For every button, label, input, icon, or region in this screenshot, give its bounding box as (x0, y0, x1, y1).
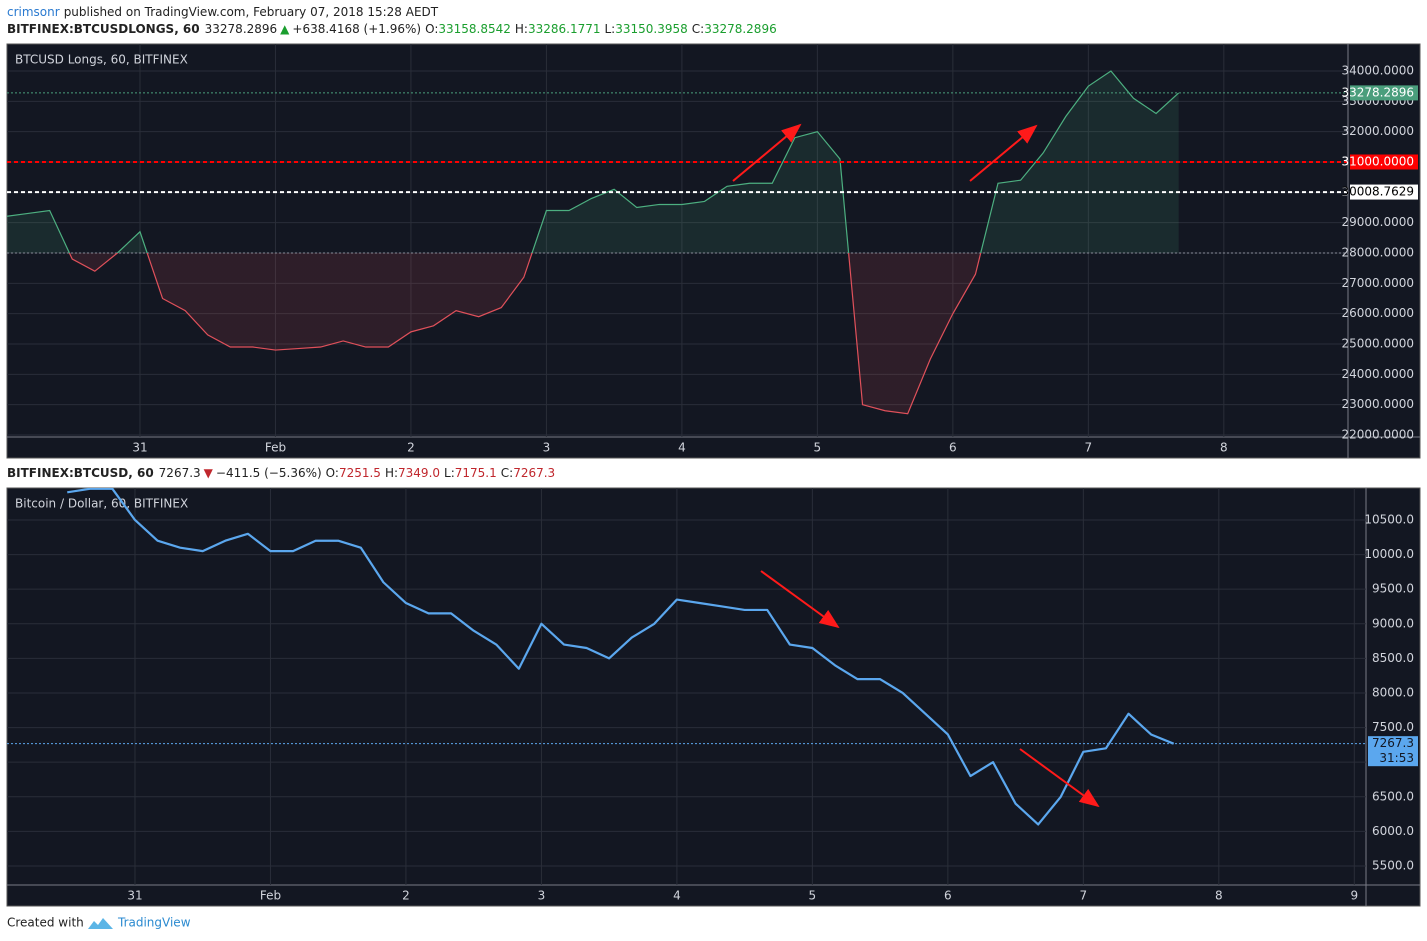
annotations (732, 123, 1100, 808)
x-tick-label: 8 (1215, 889, 1223, 903)
ohlc-value: 7251.5 (339, 466, 381, 480)
ohlc-value: 7175.1 (455, 466, 497, 480)
y-tick-label: 8500.0 (1372, 651, 1414, 665)
last-value: 33278.2896 (205, 22, 278, 36)
y-tick-label: 34000.0000 (1341, 63, 1414, 77)
y-tick-label: 32000.0000 (1341, 124, 1414, 138)
symbol-header: BITFINEX:BTCUSD, 60 7267.3 ▼ −411.5 (−5.36%… (7, 466, 555, 480)
x-tick-label: 9 (1350, 889, 1358, 903)
published: published on TradingView.com, February 0… (64, 5, 439, 19)
price-label: 7267.3 (1372, 736, 1414, 750)
x-tick-label: 4 (673, 889, 681, 903)
y-tick-label: 7500.0 (1372, 720, 1414, 734)
direction-icon: ▲ (280, 22, 290, 36)
series (7, 70, 1348, 415)
countdown: 31:53 (1379, 751, 1414, 765)
ohlc-label: H: (515, 22, 528, 36)
ohlc-value: 7349.0 (398, 466, 440, 480)
x-tick-label: Feb (265, 441, 286, 455)
price-label-box (1350, 85, 1418, 101)
footer-brand[interactable]: TradingView (117, 916, 191, 930)
x-tick-label: 4 (678, 441, 686, 455)
ohlc-label: L: (444, 466, 455, 480)
arrow (760, 570, 840, 629)
pane-title: Bitcoin / Dollar, 60, BITFINEX (15, 497, 188, 511)
ohlc-label: C: (692, 22, 704, 36)
y-tick-label: 23000.0000 (1341, 397, 1414, 411)
y-tick-label: 22000.0000 (1341, 427, 1414, 441)
change: −411.5 (−5.36%) (216, 466, 322, 480)
pane-title: BTCUSD Longs, 60, BITFINEX (15, 53, 188, 67)
x-tick-label: 5 (814, 441, 822, 455)
x-tick-label: 31 (132, 441, 147, 455)
ohlc-label: C: (501, 466, 513, 480)
series (67, 488, 1175, 826)
x-tick-label: 6 (949, 441, 957, 455)
y-tick-label: 8000.0 (1372, 685, 1414, 699)
x-tick-label: 2 (402, 889, 410, 903)
series-line (7, 70, 1180, 415)
x-tick-label: 7 (1080, 889, 1088, 903)
y-tick-label: 10000.0 (1364, 547, 1414, 561)
direction-icon: ▼ (204, 466, 214, 480)
y-tick-label: 28000.0000 (1341, 245, 1414, 259)
arrow (969, 124, 1038, 182)
x-tick-label: 2 (407, 441, 415, 455)
symbol: BITFINEX:BTCUSDLONGS, 60 (7, 22, 200, 36)
price-label: 31000.0000 (1341, 154, 1414, 168)
price-label: 30008.7629 (1341, 185, 1414, 199)
ohlc-label: L: (605, 22, 616, 36)
series-line (67, 488, 1175, 826)
area-fill (7, 70, 1179, 414)
x-tick-label: 8 (1220, 441, 1228, 455)
y-tick-label: 6000.0 (1372, 824, 1414, 838)
ohlc-label: H: (385, 466, 398, 480)
ohlc-label: O: (425, 22, 438, 36)
x-tick-label: 3 (543, 441, 551, 455)
x-tick-label: 5 (809, 889, 817, 903)
ohlc-value: 33150.3958 (615, 22, 688, 36)
price-label-box (1350, 184, 1418, 200)
x-tick-label: Feb (260, 889, 281, 903)
symbol-header: BITFINEX:BTCUSDLONGS, 60 33278.2896 ▲ +638.… (7, 22, 777, 36)
last-value: 7267.3 (159, 466, 201, 480)
logo (88, 918, 113, 929)
arrow (1019, 748, 1100, 808)
ohlc-value: 33286.1771 (528, 22, 601, 36)
y-tick-label: 24000.0000 (1341, 367, 1414, 381)
y-tick-label: 27000.0000 (1341, 276, 1414, 290)
y-tick-label: 5500.0 (1372, 858, 1414, 872)
arrow (732, 123, 802, 182)
change: +638.4168 (+1.96%) (292, 22, 421, 36)
y-tick-label: 25000.0000 (1341, 336, 1414, 350)
x-tick-label: 3 (538, 889, 546, 903)
y-tick-label: 10500.0 (1364, 512, 1414, 526)
author: crimsonr (7, 5, 60, 19)
price-label: 33278.2896 (1341, 85, 1414, 99)
y-tick-label: 29000.0000 (1341, 215, 1414, 229)
x-tick-label: 6 (944, 889, 952, 903)
ohlc-value: 7267.3 (513, 466, 555, 480)
y-tick-label: 9000.0 (1372, 616, 1414, 630)
ohlc-value: 33278.2896 (704, 22, 777, 36)
y-tick-label: 6500.0 (1372, 789, 1414, 803)
symbol: BITFINEX:BTCUSD, 60 (7, 466, 154, 480)
price-label-box (1350, 154, 1418, 170)
ohlc-label: O: (326, 466, 339, 480)
x-tick-label: 31 (127, 889, 142, 903)
pane (6, 487, 1421, 907)
footer-created: Created with (7, 916, 84, 930)
y-tick-label: 26000.0000 (1341, 306, 1414, 320)
price-label-box (1368, 736, 1418, 767)
y-tick-label: 9500.0 (1372, 582, 1414, 596)
ohlc-value: 33158.8542 (438, 22, 511, 36)
x-tick-label: 7 (1085, 441, 1093, 455)
header: crimsonr published on TradingView.com, Fe… (7, 5, 439, 19)
